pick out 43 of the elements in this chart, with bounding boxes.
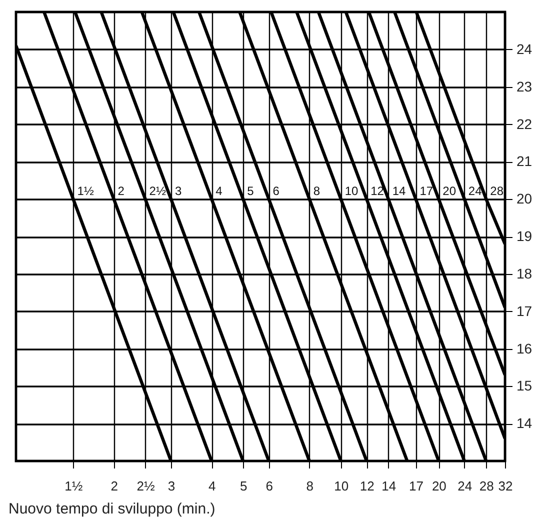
y-tick-label: 15: [516, 378, 532, 394]
annotation: 2½: [149, 184, 166, 198]
x-tick-label: 1½: [64, 478, 83, 494]
y-tick-label: 19: [516, 228, 532, 244]
annotation: 1½: [77, 184, 94, 198]
x-tick-label: 24: [458, 478, 472, 494]
y-tick-label: 23: [516, 78, 532, 94]
annotation: 20: [442, 184, 456, 198]
annotation: 4: [216, 184, 223, 198]
x-tick-label: 8: [306, 478, 314, 494]
annotation: 24: [468, 184, 482, 198]
x-tick-label: 4: [208, 478, 216, 494]
x-tick-label: 10: [334, 478, 349, 494]
x-tick-label: 2: [110, 478, 118, 494]
x-tick-label: 32: [498, 478, 513, 494]
annotation: 5: [247, 184, 254, 198]
annotation: 12: [370, 184, 384, 198]
annotation: 10: [344, 184, 359, 198]
y-tick-label: 22: [516, 116, 532, 132]
y-tick-label: 16: [516, 340, 532, 356]
x-tick-label: 17: [409, 478, 424, 494]
x-tick-label: 28: [479, 478, 494, 494]
x-tick-label: 12: [360, 478, 374, 494]
annotation: 17: [420, 184, 434, 198]
x-axis-title: Nuovo tempo di sviluppo (min.): [8, 500, 216, 518]
x-tick-label: 20: [432, 478, 446, 494]
annotation: 28: [490, 184, 504, 198]
x-tick-label: 14: [382, 478, 396, 494]
y-tick-label: 20: [516, 190, 532, 207]
annotation: 2: [118, 184, 125, 198]
y-tick-label: 24: [516, 40, 532, 57]
annotation: 14: [392, 184, 406, 198]
x-tick-label: 3: [168, 478, 176, 494]
x-tick-label: 6: [266, 478, 273, 494]
annotation: 3: [175, 184, 182, 198]
x-tick-label: 5: [240, 478, 248, 494]
annotation: 8: [313, 184, 320, 198]
y-tick-label: 14: [516, 415, 532, 432]
y-tick-label: 21: [516, 153, 532, 170]
annotation: 6: [272, 184, 280, 198]
y-tick-label: 18: [516, 265, 532, 282]
x-tick-label: 2½: [136, 478, 155, 494]
y-tick-label: 17: [516, 302, 532, 319]
